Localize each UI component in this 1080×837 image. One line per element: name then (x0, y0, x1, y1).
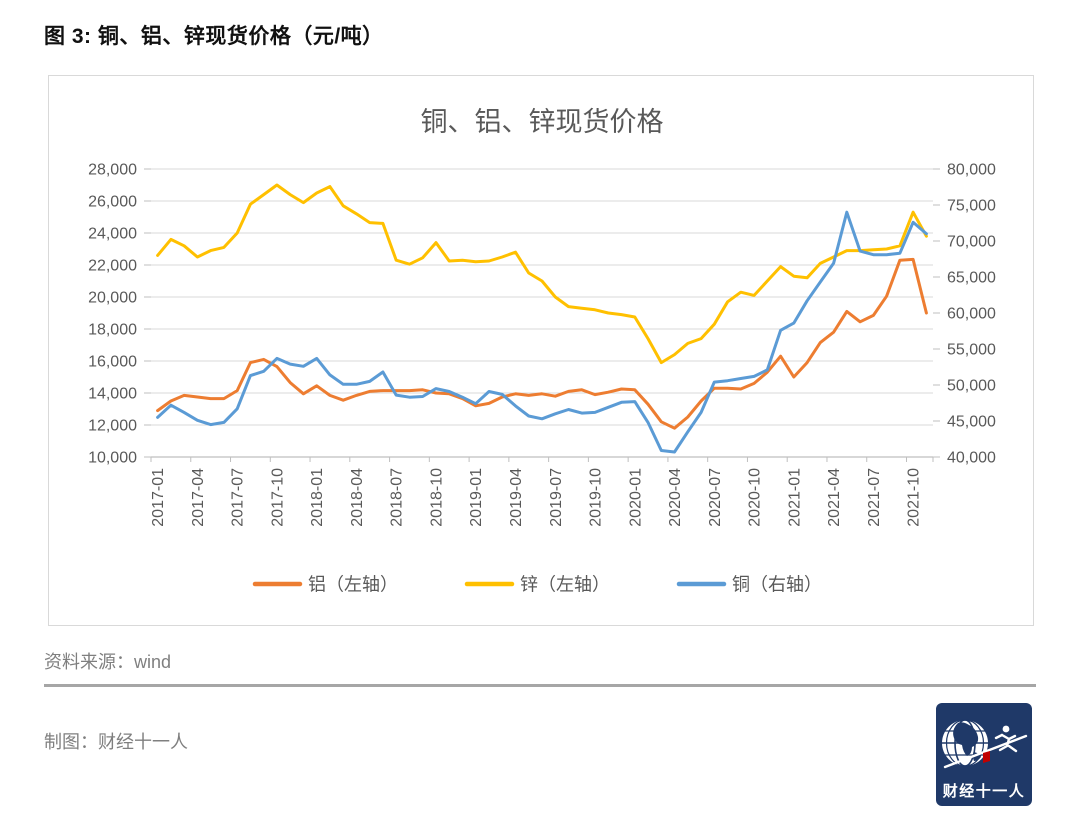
x-axis-tick-label: 2021-04 (826, 468, 843, 527)
right-axis-tick-label: 55,000 (947, 342, 996, 359)
chart-container: 铜、铝、锌现货价格 28,000 26,000 24,000 22,000 20,000 1… (48, 75, 1034, 626)
x-axis-tick-label: 2017-07 (230, 468, 247, 527)
x-axis-tick-label: 2020-04 (667, 468, 684, 527)
left-axis-tick-label: 28,000 (88, 162, 137, 179)
x-axis-tick-label: 2020-10 (747, 468, 764, 527)
right-axis-labels: 80,000 75,000 70,000 65,000 60,000 55,000 50,0… (947, 162, 996, 467)
right-axis-tick-label: 65,000 (947, 270, 996, 287)
right-axis-tick-label: 70,000 (947, 234, 996, 251)
left-axis-tick-label: 14,000 (88, 386, 137, 403)
left-axis-tick-label: 22,000 (88, 258, 137, 275)
x-axis-tick-label: 2018-07 (389, 468, 406, 527)
runner-icon (994, 725, 1018, 753)
right-axis-tick-label: 45,000 (947, 414, 996, 431)
publisher-logo: 财经十一人 (936, 703, 1032, 806)
right-axis-tick-label: 50,000 (947, 378, 996, 395)
publisher-logo-icon: 财经十一人 (936, 703, 1032, 806)
series-line-aluminum (156, 257, 928, 430)
legend-label-aluminum: 铝（左轴） (308, 575, 398, 595)
left-axis-tick-label: 10,000 (88, 450, 137, 467)
flag-icon (983, 751, 990, 763)
right-axis-tick-label: 80,000 (947, 162, 996, 179)
x-axis-tick-label: 2021-10 (906, 468, 923, 527)
chart-title: 铜、铝、锌现货价格 (421, 107, 664, 137)
x-axis-tick-label: 2019-01 (468, 468, 485, 527)
x-axis-tick-label: 2017-04 (190, 468, 207, 527)
legend-label-copper: 铜（右轴） (732, 575, 822, 595)
x-axis-tick-label: 2018-04 (349, 468, 366, 527)
x-axis-tick-label: 2021-07 (866, 468, 883, 527)
x-axis-tick-label: 2017-10 (269, 468, 286, 527)
series-line-zinc (156, 183, 928, 365)
left-axis-tick-label: 18,000 (88, 322, 137, 339)
left-axis-tick-label: 26,000 (88, 194, 137, 211)
credit-label: 制图：财经十一人 (44, 732, 188, 752)
right-axis-tick-label: 40,000 (947, 450, 996, 467)
x-axis-tick-label: 2021-01 (786, 468, 803, 527)
x-axis-tick-label: 2020-07 (707, 468, 724, 527)
left-axis-tick-label: 12,000 (88, 418, 137, 435)
logo-wordmark: 财经十一人 (943, 782, 1026, 800)
footer-divider (44, 684, 1036, 687)
x-axis-tick-label: 2019-10 (588, 468, 605, 527)
series-line-copper (156, 210, 928, 454)
left-axis-tick-label: 16,000 (88, 354, 137, 371)
x-axis-tick-label: 2019-07 (548, 468, 565, 527)
x-axis-tick-label: 2020-01 (627, 468, 644, 527)
legend-item-aluminum: 铝（左轴） (252, 575, 398, 595)
x-axis-tick-label: 2018-01 (309, 468, 326, 527)
price-line-chart: 铜、铝、锌现货价格 28,000 26,000 24,000 22,000 20,000 1… (88, 107, 996, 595)
chart-legend: 铝（左轴） 锌（左轴） 铜（右轴） (252, 575, 822, 595)
x-axis-labels: 2017-01 2017-04 2017-07 2017-10 2018-01 2018-… (150, 468, 922, 527)
legend-item-zinc: 锌（左轴） (464, 575, 610, 595)
legend-item-copper: 铜（右轴） (676, 575, 822, 595)
x-axis-tick-label: 2018-10 (428, 468, 445, 527)
left-axis-tick-label: 24,000 (88, 226, 137, 243)
source-label: 资料来源：wind (44, 652, 172, 672)
figure-title: 图 3: 铜、铝、锌现货价格（元/吨） (44, 25, 384, 48)
gridlines (144, 168, 940, 462)
right-axis-tick-label: 75,000 (947, 198, 996, 215)
left-axis-labels: 28,000 26,000 24,000 22,000 20,000 18,000 16,0… (88, 162, 137, 467)
legend-label-zinc: 锌（左轴） (520, 575, 610, 595)
x-axis-tick-label: 2019-04 (508, 468, 525, 527)
right-axis-tick-label: 60,000 (947, 306, 996, 323)
spear-icon (943, 734, 1028, 769)
x-axis-tick-label: 2017-01 (150, 468, 167, 527)
left-axis-tick-label: 20,000 (88, 290, 137, 307)
